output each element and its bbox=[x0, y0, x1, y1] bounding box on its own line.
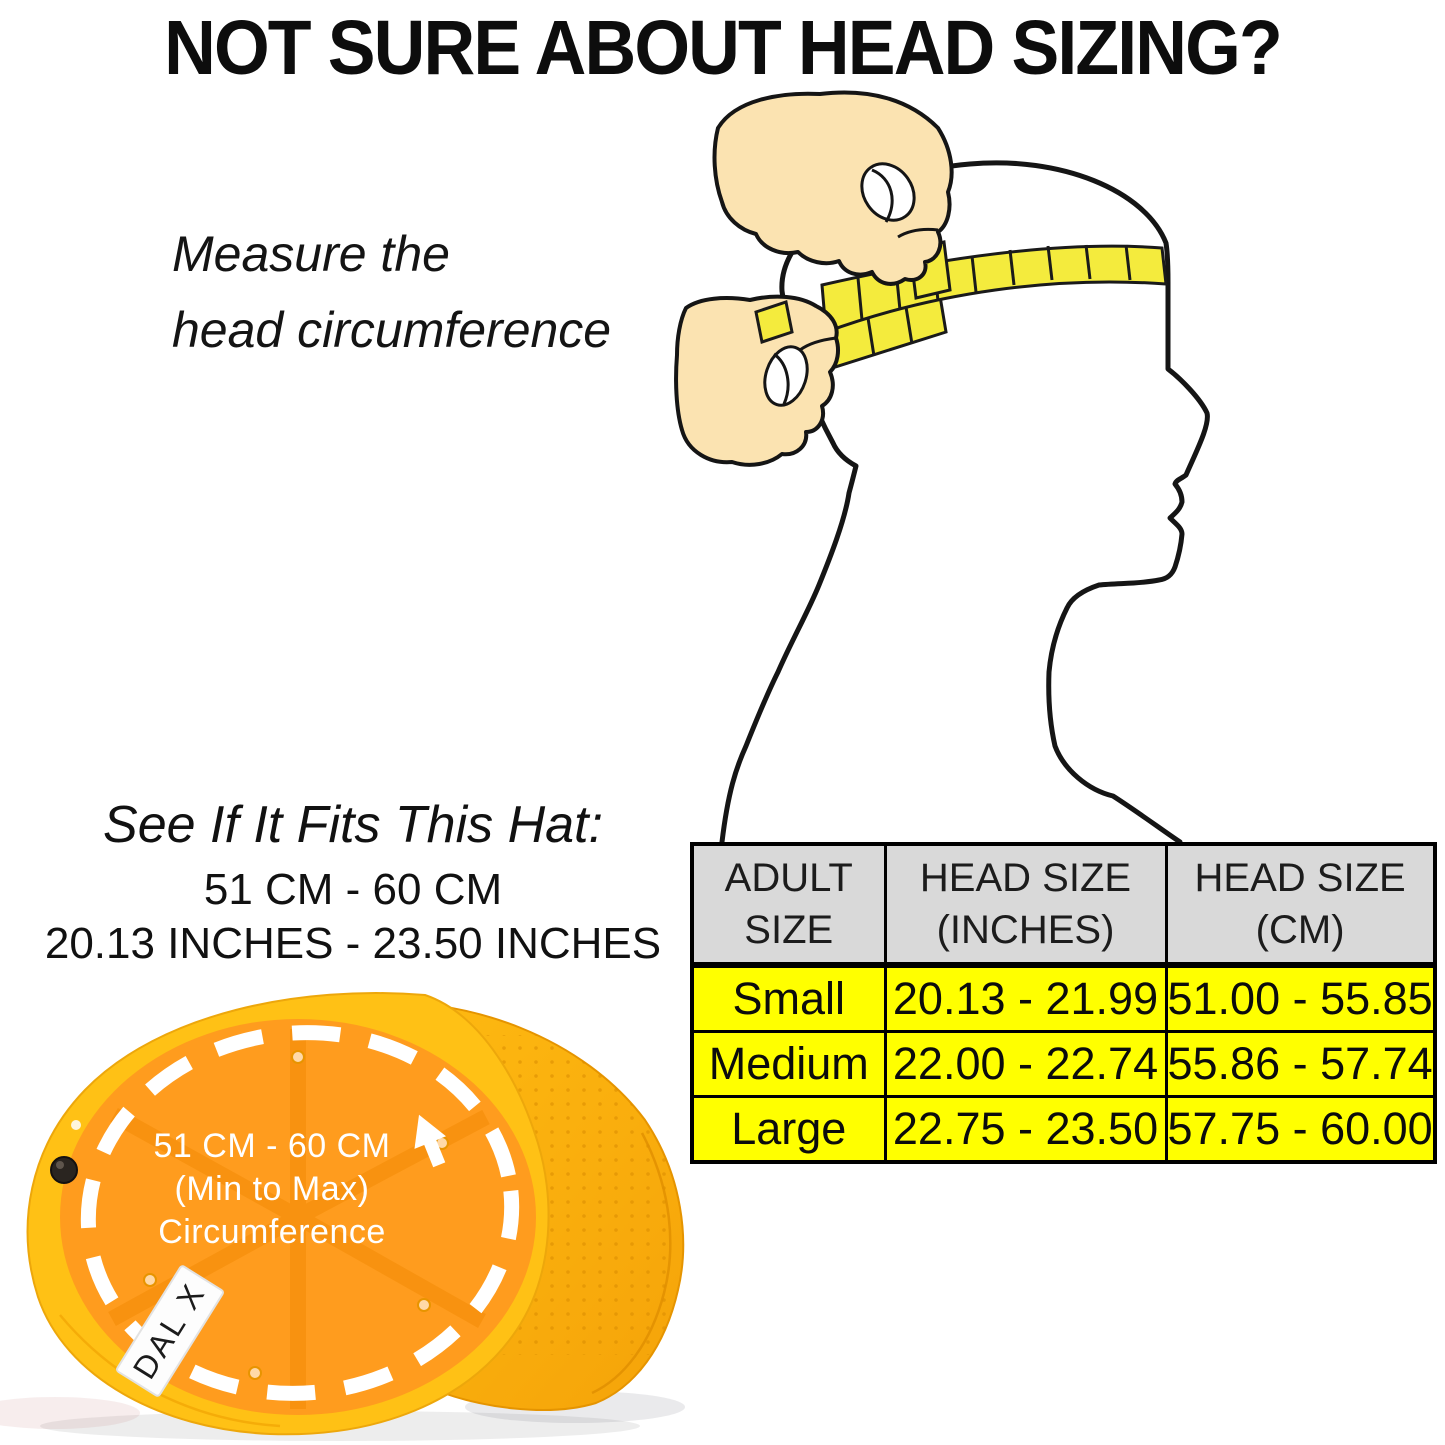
circumference-text-line3: Circumference bbox=[158, 1213, 386, 1251]
fit-note: See If It Fits This Hat: 51 CM - 60 CM 2… bbox=[8, 794, 698, 970]
measure-instruction-line2: head circumference bbox=[172, 302, 612, 358]
header-adult-size-line1: ADULT bbox=[724, 856, 853, 900]
table-row-medium: Medium 22.00 - 22.74 55.86 - 57.74 bbox=[690, 1030, 1437, 1098]
circumference-text-line2: (Min to Max) bbox=[175, 1170, 370, 1208]
circumference-text: 51 CM - 60 CM (Min to Max) Circumference bbox=[154, 1127, 391, 1251]
left-shadow bbox=[0, 1397, 140, 1429]
fit-note-cm-range: 51 CM - 60 CM bbox=[203, 865, 503, 914]
size-chart-header-row: ADULT SIZE HEAD SIZE (INCHES) HEAD SIZE … bbox=[690, 842, 1437, 968]
hand-bottom bbox=[674, 294, 840, 467]
cell-inches: 20.13 - 21.99 bbox=[883, 963, 1168, 1033]
header-cm-line1: HEAD SIZE bbox=[1194, 856, 1406, 900]
header-inches-line2: (INCHES) bbox=[936, 908, 1115, 952]
header-head-size-cm: HEAD SIZE (CM) bbox=[1164, 842, 1437, 968]
cap-strap-button bbox=[50, 1120, 81, 1184]
fit-note-heading: See If It Fits This Hat: bbox=[103, 796, 603, 854]
cell-size: Large bbox=[690, 1095, 887, 1164]
header-inches-line1: HEAD SIZE bbox=[919, 856, 1132, 900]
header-adult-size: ADULT SIZE bbox=[690, 842, 887, 968]
table-row-large: Large 22.75 - 23.50 57.75 - 60.00 bbox=[690, 1095, 1437, 1164]
cell-inches: 22.00 - 22.74 bbox=[883, 1030, 1168, 1098]
cell-inches: 22.75 - 23.50 bbox=[883, 1095, 1168, 1164]
hand-top bbox=[712, 90, 954, 286]
header-cm-line2: (CM) bbox=[1255, 908, 1345, 952]
circumference-text-line1: 51 CM - 60 CM bbox=[154, 1127, 391, 1165]
cell-size: Medium bbox=[690, 1030, 887, 1098]
cell-cm: 51.00 - 55.85 bbox=[1164, 963, 1437, 1033]
cell-cm: 55.86 - 57.74 bbox=[1164, 1030, 1437, 1098]
size-chart-table: ADULT SIZE HEAD SIZE (INCHES) HEAD SIZE … bbox=[690, 842, 1437, 1164]
arrow-up-icon bbox=[414, 1114, 447, 1168]
eyelets bbox=[143, 1050, 449, 1380]
cell-size: Small bbox=[690, 963, 887, 1033]
head-measuring-illustration bbox=[674, 90, 1210, 845]
header-head-size-inches: HEAD SIZE (INCHES) bbox=[883, 842, 1168, 968]
measure-instruction-line1: Measure the bbox=[172, 226, 450, 282]
size-chart: ADULT SIZE HEAD SIZE (INCHES) HEAD SIZE … bbox=[690, 842, 1437, 1164]
circumference-dashed-circle bbox=[80, 1025, 520, 1401]
page-title: NOT SURE ABOUT HEAD SIZING? bbox=[164, 5, 1283, 91]
cell-cm: 57.75 - 60.00 bbox=[1164, 1095, 1437, 1164]
measure-instruction: Measure the head circumference bbox=[172, 216, 611, 368]
table-row-small: Small 20.13 - 21.99 51.00 - 55.85 bbox=[690, 963, 1437, 1033]
header-adult-size-line2: SIZE bbox=[744, 908, 834, 952]
measuring-tape-end bbox=[754, 300, 794, 344]
cap-interior-photo: 51 CM - 60 CM (Min to Max) Circumference… bbox=[0, 992, 685, 1441]
fit-note-inch-range: 20.13 INCHES - 23.50 INCHES bbox=[44, 919, 662, 968]
